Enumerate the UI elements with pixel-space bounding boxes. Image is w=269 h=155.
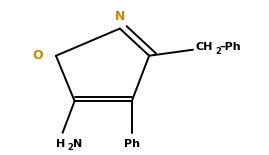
- Text: Ph: Ph: [124, 139, 140, 149]
- Text: 2: 2: [216, 47, 222, 56]
- Text: 2: 2: [68, 143, 73, 152]
- Text: O: O: [32, 49, 43, 62]
- Text: H: H: [56, 139, 65, 149]
- Text: CH: CH: [196, 42, 213, 52]
- Text: N: N: [115, 9, 125, 22]
- Text: N: N: [73, 139, 82, 149]
- Text: –Ph: –Ph: [220, 42, 241, 52]
